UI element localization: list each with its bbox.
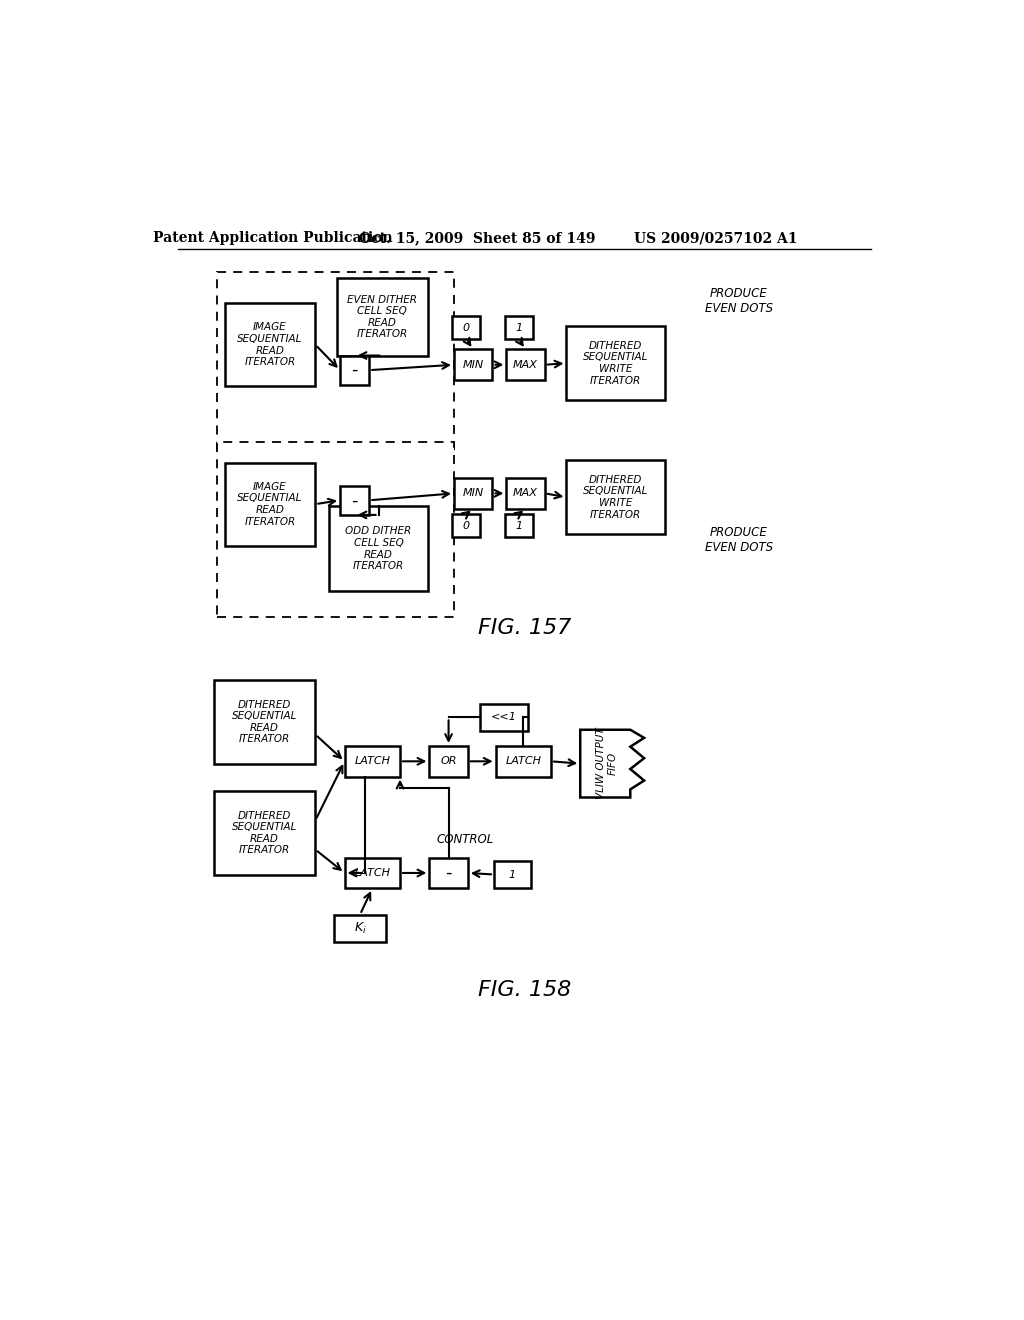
Bar: [480, 704, 528, 731]
Text: VLIW OUTPUT
FIFO: VLIW OUTPUT FIFO: [596, 727, 617, 800]
Text: CONTROL: CONTROL: [437, 833, 495, 846]
Text: 0: 0: [463, 520, 470, 531]
Bar: [340, 486, 370, 515]
Text: PRODUCE
EVEN DOTS: PRODUCE EVEN DOTS: [705, 286, 773, 315]
Polygon shape: [581, 730, 644, 797]
Bar: [217, 272, 454, 457]
Text: LATCH: LATCH: [354, 756, 390, 767]
Bar: [454, 478, 493, 508]
Text: -: -: [351, 362, 357, 379]
Text: 1: 1: [515, 520, 522, 531]
Bar: [217, 442, 454, 618]
Bar: [454, 350, 493, 380]
Text: US 2009/0257102 A1: US 2009/0257102 A1: [634, 231, 798, 246]
Text: $K_i$: $K_i$: [353, 921, 367, 936]
Bar: [566, 461, 665, 535]
Bar: [494, 861, 531, 888]
Text: <<1: <<1: [492, 713, 517, 722]
Text: Patent Application Publication: Patent Application Publication: [154, 231, 393, 246]
Text: 0: 0: [463, 323, 470, 333]
Text: -: -: [445, 865, 452, 882]
Text: MAX: MAX: [513, 488, 538, 499]
Bar: [453, 317, 480, 339]
Bar: [505, 513, 532, 537]
Text: EVEN DITHER
CELL SEQ
READ
ITERATOR: EVEN DITHER CELL SEQ READ ITERATOR: [347, 294, 418, 339]
Bar: [496, 746, 551, 776]
Bar: [340, 355, 370, 385]
Bar: [337, 277, 428, 356]
Text: 1: 1: [509, 870, 516, 879]
Bar: [506, 350, 545, 380]
Text: FIG. 158: FIG. 158: [478, 979, 571, 1001]
Bar: [429, 746, 468, 776]
Text: PRODUCE
EVEN DOTS: PRODUCE EVEN DOTS: [705, 525, 773, 553]
Bar: [330, 507, 428, 591]
Text: DITHERED
SEQUENTIAL
READ
ITERATOR: DITHERED SEQUENTIAL READ ITERATOR: [231, 700, 297, 744]
Bar: [334, 915, 386, 942]
Text: MIN: MIN: [463, 488, 483, 499]
Text: 1: 1: [515, 323, 522, 333]
Text: IMAGE
SEQUENTIAL
READ
ITERATOR: IMAGE SEQUENTIAL READ ITERATOR: [238, 322, 303, 367]
Text: IMAGE
SEQUENTIAL
READ
ITERATOR: IMAGE SEQUENTIAL READ ITERATOR: [238, 482, 303, 527]
Text: DITHERED
SEQUENTIAL
READ
ITERATOR: DITHERED SEQUENTIAL READ ITERATOR: [231, 810, 297, 855]
Bar: [345, 746, 400, 776]
Text: MIN: MIN: [463, 360, 483, 370]
Bar: [506, 478, 545, 508]
Bar: [345, 858, 400, 888]
Bar: [453, 513, 480, 537]
Text: ODD DITHER
CELL SEQ
READ
ITERATOR: ODD DITHER CELL SEQ READ ITERATOR: [345, 527, 412, 572]
Text: DITHERED
SEQUENTIAL
WRITE
ITERATOR: DITHERED SEQUENTIAL WRITE ITERATOR: [583, 341, 648, 385]
Text: LATCH: LATCH: [505, 756, 542, 767]
Text: DITHERED
SEQUENTIAL
WRITE
ITERATOR: DITHERED SEQUENTIAL WRITE ITERATOR: [583, 475, 648, 520]
Text: LATCH: LATCH: [354, 869, 390, 878]
Text: FIG. 157: FIG. 157: [478, 618, 571, 638]
Text: MAX: MAX: [513, 360, 538, 370]
Bar: [214, 792, 315, 875]
Bar: [214, 681, 315, 763]
Text: OR: OR: [440, 756, 457, 767]
Bar: [505, 317, 532, 339]
Text: Oct. 15, 2009  Sheet 85 of 149: Oct. 15, 2009 Sheet 85 of 149: [358, 231, 595, 246]
Bar: [566, 326, 665, 400]
Bar: [224, 304, 315, 387]
Bar: [224, 462, 315, 545]
Text: -: -: [351, 491, 357, 510]
Bar: [429, 858, 468, 888]
